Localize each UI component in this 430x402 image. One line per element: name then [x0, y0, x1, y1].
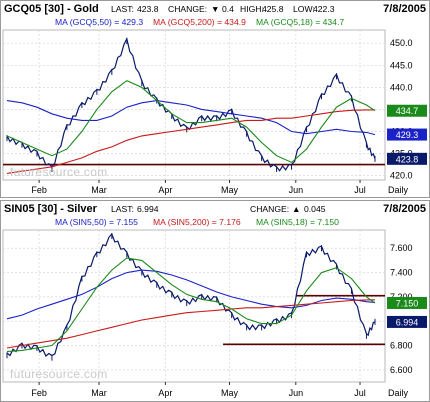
gold-low-value: 422.3: [313, 4, 335, 14]
y-tick-label: 450.0: [390, 38, 413, 48]
y-tick-label: 420.0: [390, 171, 413, 181]
silver-change-value: 0.045: [304, 204, 326, 214]
silver-plot-area: [2, 229, 386, 383]
gold-last-label: LAST:: [111, 4, 134, 14]
price-tag-value: 423.8: [396, 154, 419, 164]
month-label: Feb: [31, 388, 47, 398]
silver-plot-layer: [3, 230, 385, 385]
silver-ma50-series: [6, 269, 376, 320]
gold-ma18-series: [6, 80, 376, 164]
month-label: Apr: [158, 185, 172, 195]
month-label: Jun: [289, 388, 304, 398]
month-label: Feb: [31, 185, 47, 195]
y-tick-label: 7.600: [390, 243, 413, 253]
month-label: Apr: [158, 388, 172, 398]
month-label: May: [221, 388, 239, 398]
y-tick-label: 7.400: [390, 268, 413, 278]
silver-date: 7/8/2005: [383, 203, 426, 215]
gold-watermark: futuresource.com: [10, 165, 108, 179]
silver-period-label: Daily: [388, 388, 409, 398]
month-label: Jul: [354, 388, 366, 398]
y-tick-label: 6.600: [390, 365, 413, 375]
silver-ma18-label: MA (SIN5,18) = 7.150: [256, 217, 339, 227]
month-label: May: [221, 185, 239, 195]
silver-change-arrow-icon: ▲: [292, 204, 301, 214]
price-tag: [387, 315, 427, 328]
y-tick-label: 445.0: [390, 60, 413, 70]
gold-high-label: HIGH:: [240, 4, 264, 14]
silver-ma200-series: [6, 299, 376, 349]
price-tag-value: 6.994: [396, 317, 419, 327]
price-tag: [387, 104, 427, 117]
gold-ma50-series: [6, 100, 376, 136]
gold-plot-area: [2, 29, 386, 181]
gold-change-value: 0.4: [222, 4, 234, 14]
gold-ma200-label: MA (GCQ5,200) = 434.9: [153, 17, 246, 27]
gold-ma18-label: MA (GCQ5,18) = 434.7: [256, 17, 344, 27]
price-tag-value: 429.3: [396, 130, 419, 140]
silver-change-label: CHANGE:: [250, 204, 289, 214]
month-label: Mar: [91, 388, 107, 398]
month-label: Mar: [91, 185, 107, 195]
silver-ma18-series: [6, 257, 376, 353]
silver-symbol: SIN05 [30] - Silver: [4, 203, 98, 215]
price-tag-value: 434.7: [396, 106, 419, 116]
silver-x-axis: Feb Mar Apr May Jun Jul: [31, 388, 365, 398]
gold-ma50-label: MA (GCQ5,50) = 429.3: [55, 17, 143, 27]
gold-period-label: Daily: [388, 185, 409, 195]
price-tag-value: 7.150: [396, 298, 419, 308]
gold-change-label: CHANGE:: [168, 4, 207, 14]
y-tick-label: 7.200: [390, 292, 413, 302]
gold-high-value: 425.8: [262, 4, 284, 14]
silver-last-value: 6.994: [137, 204, 159, 214]
silver-last-label: LAST:: [111, 204, 134, 214]
gold-change-arrow-icon: ▼: [211, 4, 220, 14]
price-tag: [387, 296, 427, 309]
silver-watermark: futuresource.com: [10, 367, 108, 381]
silver-ma50-label: MA (SIN5,50) = 7.155: [55, 217, 138, 227]
gold-low-label: LOW:: [293, 4, 315, 14]
month-label: Jun: [289, 185, 304, 195]
gold-symbol: GCQ05 [30] - Gold: [4, 3, 99, 15]
gold-price-series: [6, 37, 376, 172]
gold-ma200-series: [6, 109, 375, 174]
gold-date: 7/8/2005: [383, 3, 426, 15]
price-tag: [387, 128, 427, 141]
month-label: Jul: [354, 185, 366, 195]
y-tick-label: 440.0: [390, 82, 413, 92]
gold-last-value: 423.8: [137, 4, 159, 14]
gold-x-axis: Feb Mar Apr May Jun Jul: [31, 185, 365, 195]
silver-chart-panel: SIN05 [30] - Silver LAST: 6.994 CHANGE: …: [0, 200, 430, 402]
y-tick-label: 6.800: [390, 341, 413, 351]
gold-plot-layer: [3, 30, 385, 183]
gold-price-tags: 434.7 429.3 423.8: [387, 104, 427, 165]
gold-chart-panel: GCQ05 [30] - Gold LAST: 423.8 CHANGE: ▼ …: [0, 0, 430, 198]
silver-price-tags: 7.150 6.994: [387, 296, 427, 328]
silver-ma200-label: MA (SIN5,200) = 7.176: [153, 217, 241, 227]
price-tag: [387, 152, 427, 165]
silver-price-series: [6, 232, 376, 357]
